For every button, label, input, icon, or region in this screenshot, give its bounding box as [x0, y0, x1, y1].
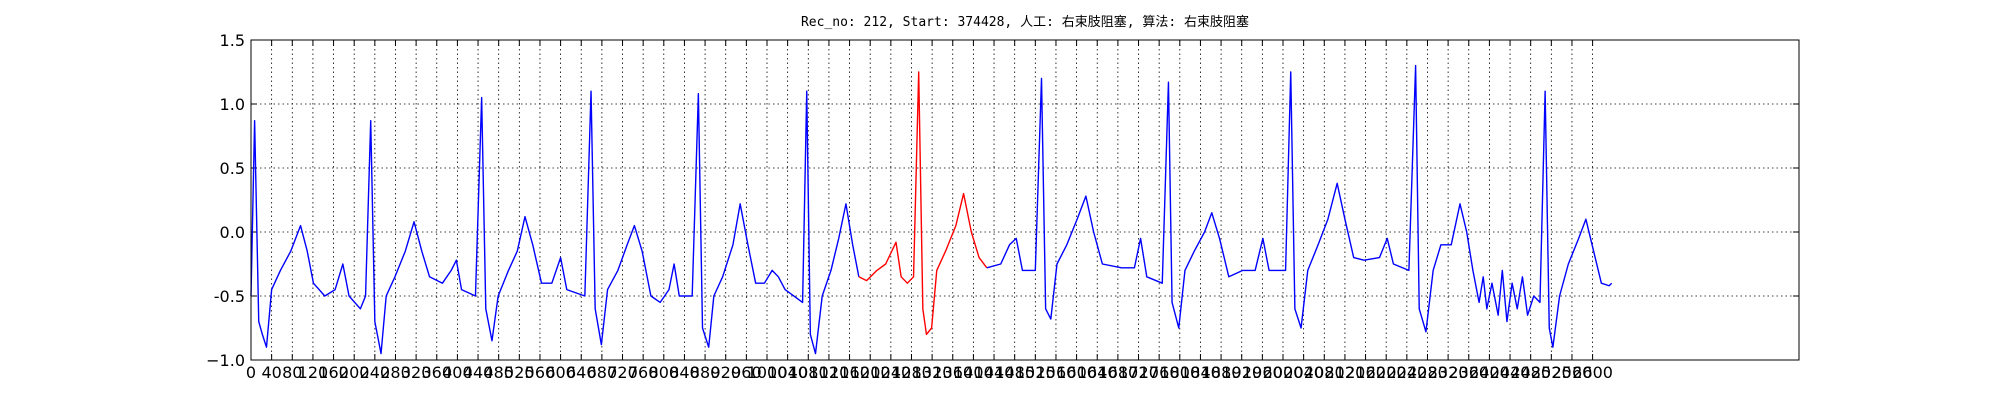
x-tick-label: 1200: [850, 363, 891, 382]
x-tick-label: 200: [339, 363, 370, 382]
chart-title: Rec_no: 212, Start: 374428, 人工: 右束肢阻塞, 算…: [801, 14, 1249, 30]
x-tick-label: 720: [607, 363, 638, 382]
y-tick-label: 1.0: [220, 95, 245, 114]
x-tick-label: 1640: [1077, 363, 1118, 382]
x-tick-label: 920: [710, 363, 741, 382]
x-tick-label: 1520: [1015, 363, 1056, 382]
x-tick-label: 2400: [1469, 363, 1510, 382]
x-tick-label: 1080: [788, 363, 829, 382]
x-tick-label: 1280: [891, 363, 932, 382]
x-tick-label: 680: [587, 363, 618, 382]
x-tick-label: 400: [442, 363, 473, 382]
x-tick-label: 1000: [747, 363, 788, 382]
x-tick-label: 2080: [1304, 363, 1345, 382]
x-tick-label: 0: [246, 363, 256, 382]
x-tick-label: 880: [690, 363, 721, 382]
x-tick-label: 120: [298, 363, 329, 382]
x-tick-label: 160: [318, 363, 349, 382]
x-tick-label: 480: [483, 363, 514, 382]
x-tick-label: 1760: [1139, 363, 1180, 382]
x-tick-label: 1240: [870, 363, 911, 382]
y-tick-label: 0.5: [220, 159, 245, 178]
x-tick-label: 1320: [912, 363, 953, 382]
x-tick-label: 80: [282, 363, 302, 382]
x-tick-label: 1560: [1036, 363, 1077, 382]
x-tick-label: 600: [545, 363, 576, 382]
x-tick-label: 840: [669, 363, 700, 382]
x-tick-label: 2440: [1490, 363, 1531, 382]
y-tick-label: 1.5: [220, 31, 245, 50]
x-tick-label: 2520: [1531, 363, 1572, 382]
x-tick-label: 800: [649, 363, 680, 382]
x-tick-label: 1720: [1118, 363, 1159, 382]
x-tick-label: 320: [401, 363, 432, 382]
x-tick-label: 40: [261, 363, 281, 382]
x-tick-label: 640: [566, 363, 597, 382]
x-tick-label: 2480: [1510, 363, 1551, 382]
x-tick-label: 1040: [767, 363, 808, 382]
y-tick-label: -0.5: [214, 287, 245, 306]
y-tick-label: 0.0: [220, 223, 245, 242]
x-tick-label: 280: [380, 363, 411, 382]
x-tick-label: 2360: [1448, 363, 1489, 382]
x-tick-label: 1920: [1221, 363, 1262, 382]
x-tick-label: 520: [504, 363, 535, 382]
x-tick-label: 2120: [1325, 363, 1366, 382]
x-tick-label: 2200: [1366, 363, 1407, 382]
x-tick-label: 1600: [1056, 363, 1097, 382]
x-tick-label: 1960: [1242, 363, 1283, 382]
x-tick-label: 2560: [1552, 363, 1593, 382]
x-tick-label: 2280: [1407, 363, 1448, 382]
y-tick-label: −1.0: [206, 351, 245, 370]
x-tick-label: 240: [360, 363, 391, 382]
x-tick-label: 1800: [1159, 363, 1200, 382]
plot-frame: [250, 39, 1800, 361]
line-series: [250, 90, 860, 355]
x-tick-label: 1880: [1201, 363, 1242, 382]
x-tick-label: 2000: [1263, 363, 1304, 382]
x-tick-label: 560: [525, 363, 556, 382]
x-tick-label: 1400: [953, 363, 994, 382]
x-tick-label: 440: [463, 363, 494, 382]
x-tick-label: 1360: [932, 363, 973, 382]
x-tick-label: 1120: [809, 363, 850, 382]
x-tick-label: 2600: [1572, 363, 1613, 382]
line-series: [858, 71, 988, 336]
x-tick-label: 360: [421, 363, 452, 382]
x-tick-label: 1840: [1180, 363, 1221, 382]
x-tick-label: 1480: [994, 363, 1035, 382]
x-tick-label: 960: [731, 363, 762, 382]
x-tick-label: 2320: [1428, 363, 1469, 382]
line-series: [986, 64, 1613, 348]
x-tick-label: 2240: [1386, 363, 1427, 382]
x-tick-label: 1160: [829, 363, 870, 382]
x-tick-label: 1440: [974, 363, 1015, 382]
x-tick-label: 1680: [1098, 363, 1139, 382]
x-tick-label: 2160: [1345, 363, 1386, 382]
x-tick-label: 760: [628, 363, 659, 382]
x-tick-label: 2040: [1283, 363, 1324, 382]
